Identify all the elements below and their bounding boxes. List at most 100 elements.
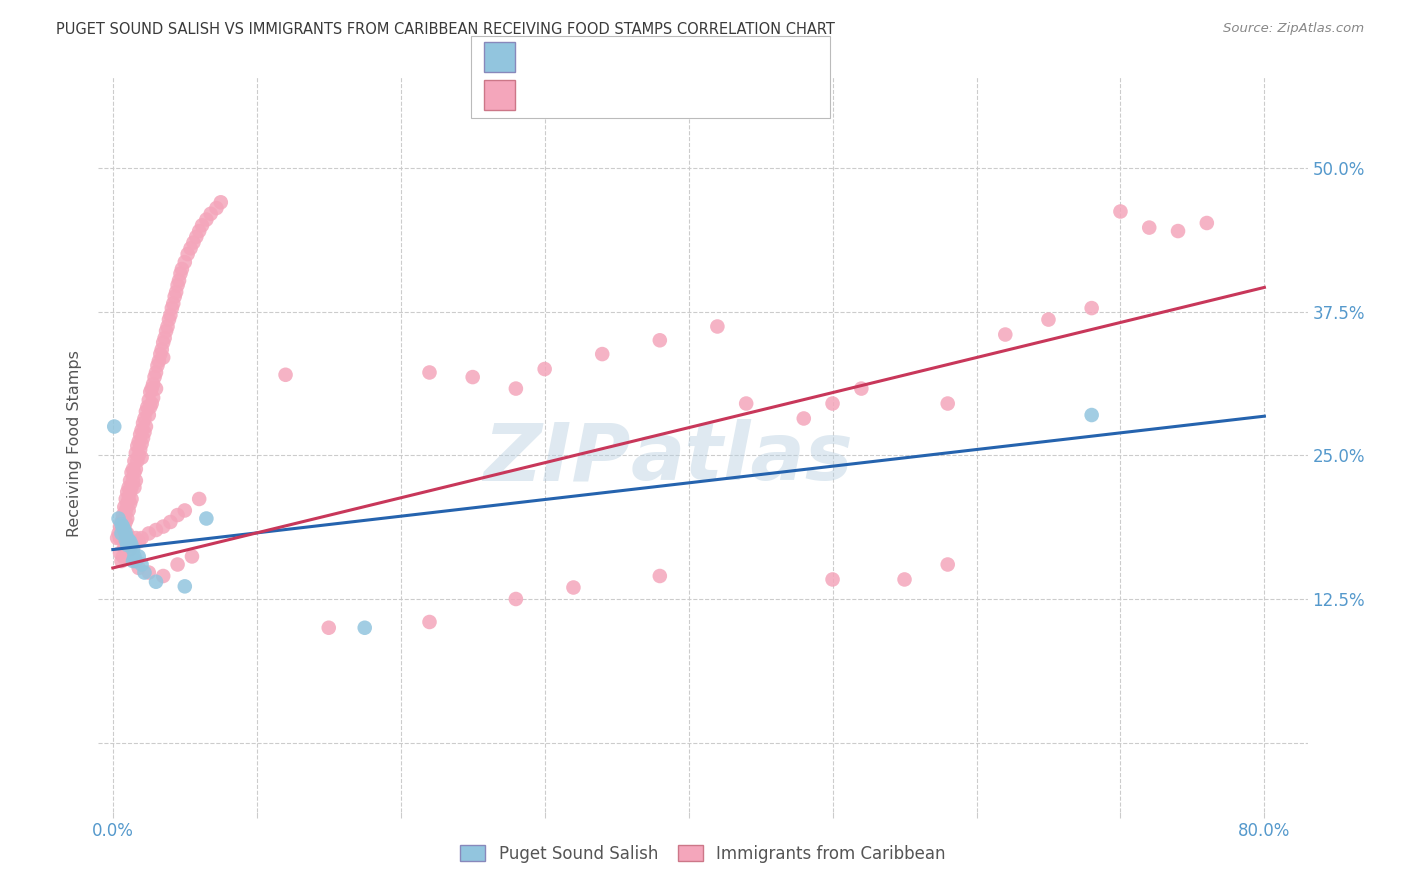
Point (124, 549, 146, 564)
Text: R =: R = (529, 86, 567, 103)
Point (128, 561, 150, 575)
Point (110, 517, 132, 532)
Point (167, 273, 190, 287)
Point (115, 538, 138, 552)
Point (122, 474, 145, 488)
Text: N =: N = (669, 86, 709, 103)
Point (107, 511, 129, 525)
Point (124, 480, 146, 494)
Point (132, 431, 155, 445)
Point (166, 558, 188, 572)
Point (114, 526, 136, 541)
Point (127, 439, 149, 453)
Point (274, 368, 297, 382)
Point (115, 485, 138, 500)
Point (1080, 301, 1102, 315)
Point (139, 400, 162, 414)
Point (191, 219, 214, 233)
Point (125, 474, 148, 488)
Point (108, 519, 131, 533)
Point (120, 542, 142, 557)
Point (121, 538, 143, 552)
Point (793, 411, 815, 425)
Point (132, 416, 155, 430)
Point (170, 262, 193, 277)
Point (162, 296, 184, 310)
Point (138, 566, 160, 580)
Point (111, 549, 134, 564)
Point (851, 382, 873, 396)
Point (145, 523, 167, 537)
Point (111, 519, 134, 533)
Point (128, 534, 150, 549)
Point (110, 515, 132, 529)
Point (131, 450, 153, 465)
Point (173, 255, 195, 269)
Text: 0.653: 0.653 (585, 86, 634, 103)
Point (169, 267, 191, 281)
Point (145, 382, 167, 396)
Point (120, 485, 142, 500)
Point (108, 531, 131, 545)
Point (648, 569, 671, 583)
Point (153, 331, 176, 345)
Point (118, 480, 141, 494)
Point (125, 446, 148, 460)
Point (134, 425, 156, 440)
Point (141, 396, 163, 410)
Point (122, 542, 145, 557)
Point (112, 541, 135, 555)
Legend: Puget Sound Salish, Immigrants from Caribbean: Puget Sound Salish, Immigrants from Cari… (454, 838, 952, 870)
Point (505, 382, 527, 396)
Point (1080, 408, 1102, 422)
Point (129, 427, 152, 442)
Point (186, 229, 208, 244)
Point (821, 573, 844, 587)
Point (181, 549, 204, 564)
Point (418, 366, 440, 380)
Point (131, 423, 153, 437)
Point (152, 335, 174, 350)
Point (648, 333, 671, 347)
Point (936, 558, 959, 572)
Point (122, 554, 145, 568)
Point (138, 526, 160, 541)
Point (138, 408, 160, 422)
Point (155, 324, 177, 338)
Point (152, 569, 174, 583)
Point (122, 534, 145, 549)
Point (120, 474, 142, 488)
Point (353, 621, 375, 635)
Point (209, 195, 232, 210)
Point (159, 308, 181, 322)
Point (180, 241, 202, 255)
Point (110, 526, 132, 541)
Point (143, 370, 166, 384)
Point (994, 327, 1017, 342)
Y-axis label: Receiving Food Stamps: Receiving Food Stamps (67, 351, 83, 537)
Text: atlas: atlas (630, 419, 853, 498)
Point (115, 511, 138, 525)
Point (110, 554, 132, 568)
Text: Source: ZipAtlas.com: Source: ZipAtlas.com (1223, 22, 1364, 36)
Point (1137, 220, 1160, 235)
Point (183, 235, 205, 250)
Point (163, 289, 186, 303)
Text: 146: 146 (725, 86, 762, 103)
Point (118, 503, 141, 517)
Text: 25: 25 (725, 50, 756, 68)
Point (188, 224, 211, 238)
Point (129, 442, 152, 457)
Point (134, 411, 156, 425)
Point (107, 526, 129, 541)
Point (112, 500, 135, 514)
Point (114, 542, 136, 557)
Point (562, 581, 585, 595)
Point (118, 491, 141, 506)
Text: PUGET SOUND SALISH VS IMMIGRANTS FROM CARIBBEAN RECEIVING FOOD STAMPS CORRELATIO: PUGET SOUND SALISH VS IMMIGRANTS FROM CA… (56, 22, 835, 37)
Point (125, 531, 148, 545)
Point (139, 384, 162, 399)
Text: R =: R = (529, 50, 567, 68)
Point (936, 396, 959, 410)
Point (148, 354, 170, 368)
